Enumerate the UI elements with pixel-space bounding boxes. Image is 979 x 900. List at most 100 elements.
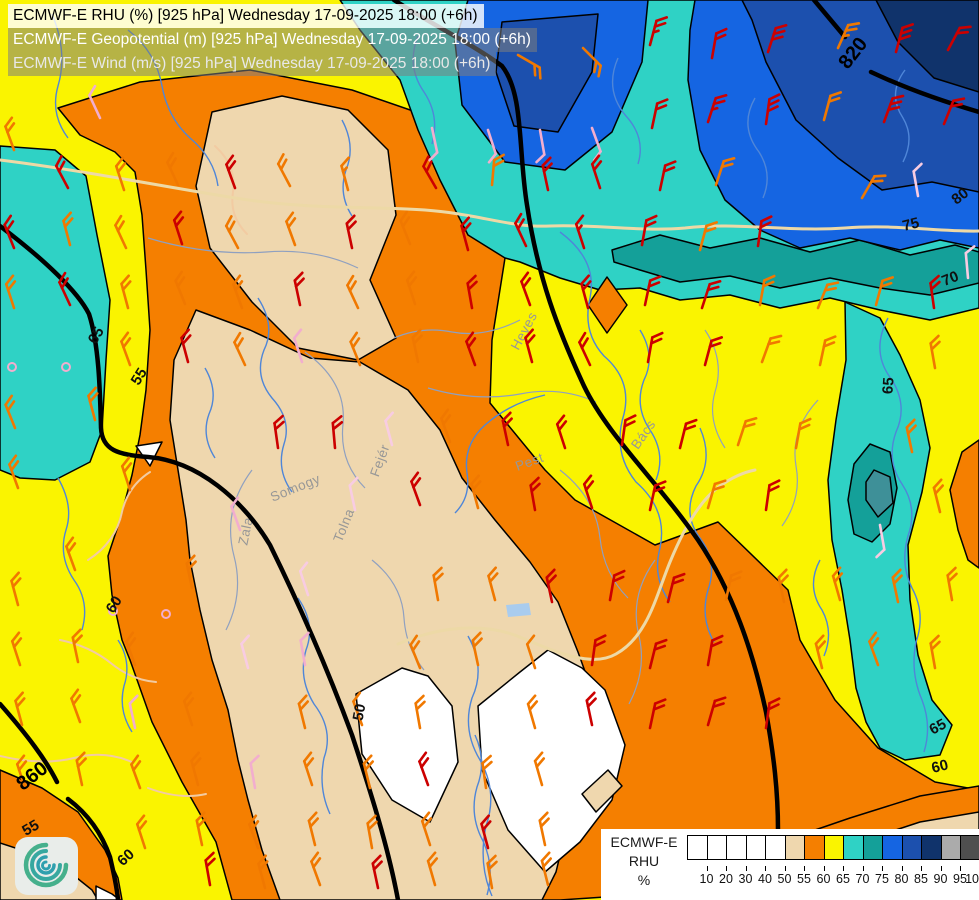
wind-barb	[736, 416, 758, 447]
legend-parameter: RHU	[628, 853, 660, 869]
legend-value: 60	[816, 872, 831, 886]
wind-barb	[418, 751, 430, 787]
wind-barb	[501, 411, 513, 447]
title-rhu: ECMWF-E RHU (%) [925 hPa] Wednesday 17-0…	[8, 4, 484, 28]
wind-barb	[816, 281, 840, 310]
wind-barb	[706, 634, 724, 667]
wind-barb	[293, 271, 305, 307]
legend-color-cell	[823, 835, 844, 860]
wind-barb	[836, 22, 861, 50]
river	[204, 367, 216, 459]
wind-barb	[161, 609, 171, 619]
legend-value: 100	[965, 872, 979, 886]
river	[812, 559, 830, 657]
wind-barb	[706, 696, 727, 727]
legend-tick	[843, 866, 844, 871]
wind-barb	[411, 328, 423, 364]
rh-orange-sliver	[949, 439, 979, 569]
legend-value: 30	[738, 872, 753, 886]
wind-barb	[703, 336, 724, 367]
legend-color-cell	[804, 835, 825, 860]
wind-barb	[760, 334, 783, 364]
wind-barb	[487, 566, 499, 602]
legend-value: 70	[855, 872, 870, 886]
wind-barb	[128, 694, 139, 730]
wind-barb	[75, 751, 87, 787]
county-border	[781, 399, 819, 527]
legend-color-cell	[706, 835, 727, 860]
legend-tick	[823, 866, 825, 871]
wind-barb	[555, 414, 568, 450]
wind-barb	[371, 854, 383, 890]
title-wind: ECMWF-E Wind (m/s) [925 hPa] Wednesday 1…	[8, 52, 497, 76]
wind-barb	[538, 811, 550, 847]
legend-tick	[784, 866, 786, 871]
minor-border	[147, 787, 207, 797]
wind-barb	[58, 271, 72, 307]
wind-barb	[648, 638, 668, 670]
minor-border	[0, 753, 133, 763]
county-border	[147, 237, 359, 269]
wind-barb	[486, 128, 498, 164]
wind-barb	[432, 566, 444, 602]
wind-barb	[520, 271, 532, 307]
county-name: Zala	[235, 516, 256, 547]
legend-tick	[921, 866, 922, 871]
wind-barb	[302, 751, 315, 787]
wind-barb	[257, 854, 269, 890]
legend-value: 10	[699, 872, 714, 886]
wind-barb	[724, 570, 743, 602]
wind-barb	[524, 328, 536, 364]
country-border	[0, 158, 979, 233]
legend-color-cell	[843, 835, 864, 860]
wind-barb	[71, 628, 83, 664]
wind-barb	[352, 691, 364, 727]
wind-barb	[480, 814, 492, 850]
wind-barb	[345, 214, 357, 250]
wind-barb	[14, 691, 26, 727]
legend-value: 80	[894, 872, 909, 886]
legend-value: 85	[914, 872, 928, 886]
wind-barb	[582, 474, 595, 510]
wind-barb	[700, 279, 722, 310]
river	[257, 297, 293, 493]
geopotential-line	[0, 701, 60, 785]
wind-barb	[276, 153, 292, 188]
wind-barb	[410, 471, 422, 507]
wind-barb	[822, 91, 843, 122]
spiral-icon	[23, 842, 69, 888]
legend-tick	[882, 866, 883, 871]
county-border-lines	[147, 237, 819, 705]
wind-barb	[440, 408, 452, 444]
geopotential-line	[65, 796, 121, 900]
wind-barb	[285, 211, 297, 247]
wind-barb	[3, 214, 16, 250]
wind-barb	[174, 270, 187, 306]
legend-value: 40	[758, 872, 772, 886]
wind-barb	[698, 221, 719, 252]
geopotential-line	[868, 69, 979, 115]
wind-barb	[331, 415, 344, 450]
wind-barb	[233, 331, 247, 367]
county-border	[304, 351, 366, 489]
rh-contour-label: 60	[930, 756, 950, 777]
legend-tick	[862, 866, 864, 871]
rh-navy-corner	[875, 0, 979, 93]
wind-barb	[4, 394, 17, 430]
wind-barb	[777, 568, 789, 604]
wind-barb	[764, 93, 781, 126]
legend-value: 95	[953, 872, 967, 886]
wind-barb	[61, 362, 71, 372]
wind-barb	[666, 572, 686, 604]
wind-barb	[814, 634, 826, 670]
legend-color-cell	[745, 835, 766, 860]
wind-barb	[678, 418, 698, 450]
legend-label: ECMWF-E RHU %	[601, 833, 687, 890]
county-border	[225, 469, 253, 631]
wind-barb	[875, 523, 886, 559]
legend-color-cell	[862, 835, 883, 860]
wind-barb	[190, 751, 202, 787]
wind-barb	[4, 274, 17, 310]
wind-barb	[299, 631, 310, 667]
